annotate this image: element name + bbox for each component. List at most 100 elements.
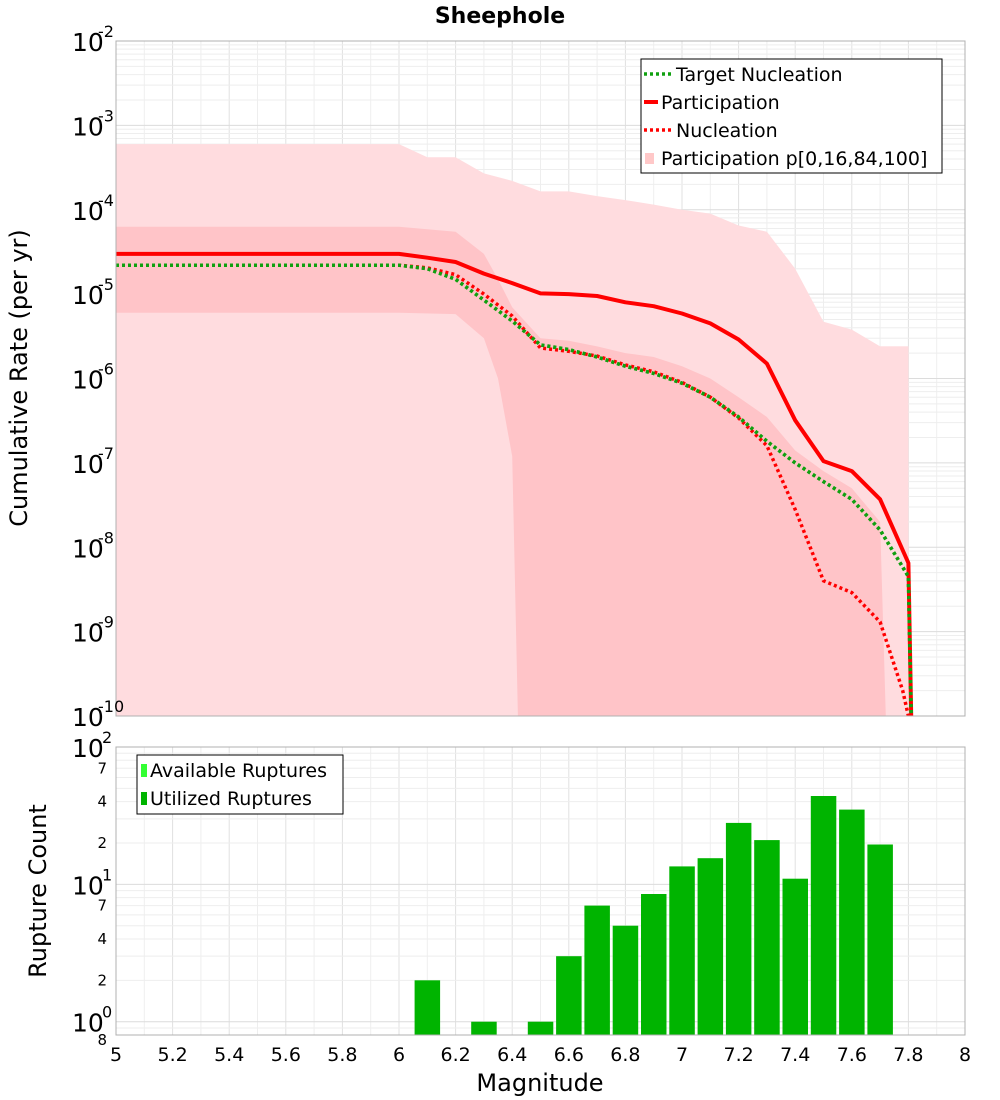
rupture-bar — [725, 822, 752, 1035]
legend-item-label: Participation — [661, 92, 780, 114]
y-tick-label: 102 — [72, 728, 112, 763]
band-outer-right — [866, 346, 909, 716]
y-tick-exponent: -7 — [98, 444, 114, 463]
rupture-bar — [754, 840, 780, 1035]
rupture-bar — [669, 866, 695, 1035]
y-axis-label-top: Cumulative Rate (per yr) — [5, 229, 33, 527]
series-participation — [116, 251, 914, 716]
rupture-bar — [556, 956, 582, 1035]
rupture-bar — [471, 1021, 497, 1035]
y-tick-label: 10-7 — [72, 444, 114, 479]
y-tick-exponent: -2 — [98, 22, 114, 41]
legend-swatch — [141, 764, 147, 777]
y-tick-label: 10-6 — [72, 360, 114, 395]
legend-swatch — [141, 792, 147, 805]
y-minor-tick-label: 2 — [97, 834, 107, 852]
rupture-bar — [839, 809, 865, 1035]
y-tick-base: 10 — [72, 366, 104, 395]
y-tick-exponent: 1 — [102, 865, 112, 884]
x-tick-label: 6.4 — [497, 1044, 527, 1066]
y-tick-exponent: -4 — [98, 191, 114, 210]
y-tick-base: 10 — [72, 534, 104, 563]
x-tick-label: 7.8 — [893, 1044, 923, 1066]
y-tick-exponent: -5 — [98, 275, 114, 294]
legend-item-label: Utilized Ruptures — [150, 788, 312, 810]
x-tick-label: 6.2 — [440, 1044, 470, 1066]
x-tick-label: 6.8 — [610, 1044, 640, 1066]
rupture-bar — [697, 858, 724, 1035]
rupture-bar — [584, 905, 610, 1035]
legend-item-label: Participation p[0,16,84,100] — [661, 148, 927, 170]
x-tick-label: 7.4 — [780, 1044, 810, 1066]
x-tick-label: 8 — [959, 1044, 971, 1066]
y-tick-base: 10 — [72, 1009, 104, 1038]
y-tick-exponent: 2 — [102, 728, 112, 747]
top-bands — [116, 144, 909, 716]
y-tick-base: 10 — [72, 619, 104, 648]
top-plot-frame — [115, 40, 966, 717]
x-tick-label: 5.8 — [327, 1044, 357, 1066]
y-tick-label: 10-8 — [72, 528, 114, 563]
rupture-bar — [782, 878, 808, 1035]
y-tick-label: 10-5 — [72, 275, 114, 310]
legend-item-label: Target Nucleation — [675, 64, 843, 86]
rupture-bar — [641, 894, 667, 1035]
y-tick-label: 10-10 — [72, 697, 124, 732]
y-tick-base: 10 — [72, 112, 104, 141]
y-minor-tick-label: 7 — [97, 759, 107, 777]
x-tick-label: 7.2 — [723, 1044, 753, 1066]
y-minor-tick-label: 2 — [97, 971, 107, 989]
y-tick-label: 100 — [72, 1003, 112, 1038]
y-tick-label: 10-3 — [72, 106, 114, 141]
series-target-nucleation-overlay — [116, 263, 913, 716]
bottom-plot-frame — [115, 746, 966, 1036]
y-tick-exponent: -10 — [98, 697, 124, 716]
top-series — [116, 251, 914, 716]
rupture-bar — [867, 844, 893, 1035]
x-tick-label: 5.4 — [214, 1044, 244, 1066]
y-tick-exponent: -3 — [98, 106, 114, 125]
x-tick-label: 5 — [110, 1044, 122, 1066]
y-tick-base: 10 — [72, 734, 104, 763]
x-tick-label: 5.2 — [157, 1044, 187, 1066]
y-minor-tick-label: 4 — [97, 793, 107, 811]
rupture-bar — [527, 1021, 554, 1035]
legend-swatch — [645, 153, 654, 164]
y-tick-base: 10 — [72, 28, 104, 57]
chart-title: Sheephole — [435, 4, 565, 29]
x-axis-label: Magnitude — [476, 1069, 603, 1097]
bottom-bars — [414, 796, 893, 1035]
x-tick-label: 7.6 — [837, 1044, 867, 1066]
y-axis-label-bottom: Rupture Count — [24, 804, 52, 978]
y-tick-exponent: 0 — [102, 1003, 112, 1022]
x-tick-label: 5.6 — [271, 1044, 301, 1066]
y-tick-exponent: -6 — [98, 360, 114, 379]
band-outer-lower — [116, 312, 518, 716]
y-tick-base: 10 — [72, 871, 104, 900]
y-tick-base: 10 — [72, 703, 104, 732]
legend-item-label: Available Ruptures — [150, 760, 327, 782]
y-tick-exponent: -8 — [98, 528, 114, 547]
series-nucleation — [116, 263, 911, 716]
y-tick-base: 10 — [72, 281, 104, 310]
rupture-bar — [612, 925, 639, 1035]
y-tick-label: 10-9 — [72, 613, 114, 648]
legend-item-label: Nucleation — [676, 120, 778, 142]
y-tick-label: 101 — [72, 865, 112, 900]
y-minor-tick-label: 8 — [97, 1031, 107, 1049]
legend-top: Target Nucleation Participation Nucleation… — [640, 58, 943, 174]
y-tick-label: 10-2 — [72, 22, 114, 57]
y-minor-tick-label: 7 — [97, 897, 107, 915]
y-tick-base: 10 — [72, 450, 104, 479]
legend-top-box — [640, 58, 943, 174]
rupture-bar — [414, 980, 441, 1035]
legend-bottom-box — [136, 754, 344, 815]
y-tick-base: 10 — [72, 197, 104, 226]
y-tick-exponent: -9 — [98, 613, 114, 632]
y-tick-label: 10-4 — [72, 191, 114, 226]
rupture-bar — [810, 796, 837, 1035]
